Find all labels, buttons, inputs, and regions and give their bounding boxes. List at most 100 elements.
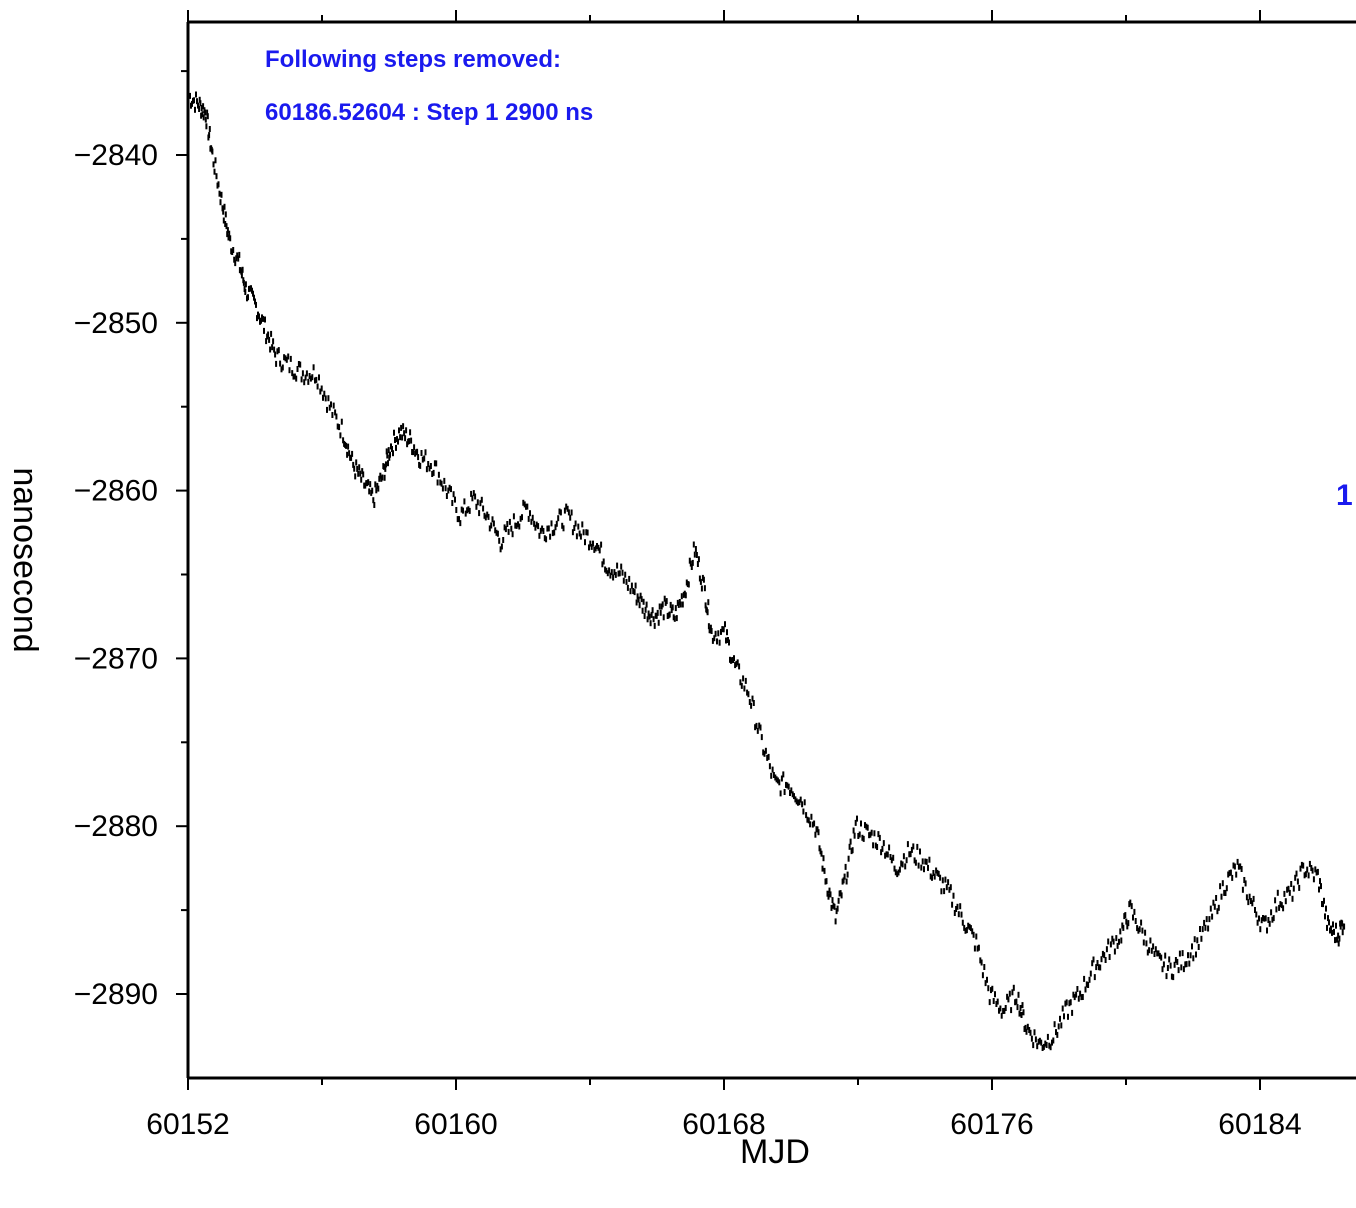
data-point [1274, 897, 1277, 904]
data-point [1282, 905, 1285, 912]
data-point [661, 601, 664, 608]
data-point [1087, 982, 1090, 988]
data-point [905, 857, 908, 864]
data-point [801, 801, 804, 808]
data-point [1024, 1024, 1027, 1031]
data-point [1108, 954, 1111, 960]
data-point [219, 199, 222, 206]
data-point [504, 526, 507, 533]
data-point [1308, 860, 1311, 867]
data-point [236, 252, 239, 259]
data-point [1248, 893, 1251, 900]
data-point [1240, 866, 1243, 872]
data-point [873, 830, 876, 837]
data-point [659, 609, 662, 616]
data-point [955, 906, 958, 912]
data-point [975, 933, 978, 940]
data-point [1112, 938, 1115, 945]
data-point [478, 510, 481, 517]
data-point [964, 927, 967, 934]
data-point [710, 628, 713, 634]
data-point [750, 702, 753, 709]
data-point [831, 897, 834, 904]
data-point [432, 469, 435, 476]
data-point [232, 247, 235, 253]
data-point [1259, 926, 1262, 933]
data-point [551, 530, 554, 537]
data-point [1017, 991, 1020, 998]
data-point [943, 888, 946, 895]
data-point [609, 572, 612, 579]
data-point [702, 576, 705, 583]
data-point [736, 659, 739, 666]
data-point [518, 523, 521, 530]
data-point [1192, 955, 1195, 962]
data-point [566, 505, 569, 512]
data-point [1288, 889, 1291, 896]
data-point [809, 821, 812, 828]
data-point [1019, 1005, 1022, 1011]
data-point [1325, 905, 1327, 912]
data-point [327, 395, 330, 402]
data-point [492, 520, 495, 527]
data-point [435, 460, 438, 467]
data-point [1267, 917, 1270, 923]
data-point [384, 465, 387, 472]
data-point [711, 637, 714, 644]
data-point [742, 675, 745, 682]
data-point [1126, 923, 1129, 930]
data-point [491, 516, 494, 523]
data-point [420, 450, 423, 456]
data-point [1133, 908, 1136, 915]
data-point [427, 461, 430, 467]
data-point [629, 588, 632, 595]
data-point [1032, 1042, 1035, 1049]
data-point [1064, 1000, 1067, 1007]
data-point [191, 100, 193, 107]
data-point [823, 867, 826, 874]
data-point [1059, 1015, 1061, 1022]
data-point [220, 191, 223, 198]
data-point [633, 589, 636, 596]
data-point [1033, 1029, 1036, 1036]
data-point [537, 523, 540, 530]
data-point [695, 552, 698, 558]
data-point [379, 472, 382, 479]
data-point [198, 96, 201, 103]
data-point [1028, 1027, 1031, 1033]
data-point [1256, 919, 1259, 926]
data-point [694, 546, 697, 552]
data-point [323, 390, 326, 397]
data-point [330, 401, 332, 408]
data-point [1011, 989, 1014, 996]
data-point [1328, 919, 1330, 926]
data-point [1161, 966, 1164, 973]
data-point [289, 355, 292, 362]
data-point [1316, 868, 1319, 875]
data-point [534, 524, 537, 531]
data-point [386, 452, 389, 459]
data-point [965, 927, 968, 934]
data-point [226, 231, 229, 238]
data-point [1044, 1040, 1047, 1047]
data-point [1104, 957, 1107, 963]
data-point [1053, 1021, 1056, 1028]
data-point [1014, 999, 1017, 1006]
data-point [1287, 885, 1290, 892]
data-point [807, 817, 810, 824]
data-point [342, 437, 345, 444]
data-point [258, 313, 260, 320]
data-point [779, 790, 782, 797]
data-point [403, 430, 406, 437]
data-point [1052, 1037, 1055, 1044]
data-point [561, 522, 564, 529]
data-point [1196, 937, 1199, 944]
data-point [649, 620, 652, 627]
data-point [849, 838, 852, 845]
x-tick-label: 60168 [682, 1108, 765, 1141]
data-point [503, 524, 506, 531]
data-point [1172, 974, 1175, 981]
data-point [877, 831, 880, 838]
data-point [1091, 960, 1094, 967]
data-point [394, 437, 396, 443]
